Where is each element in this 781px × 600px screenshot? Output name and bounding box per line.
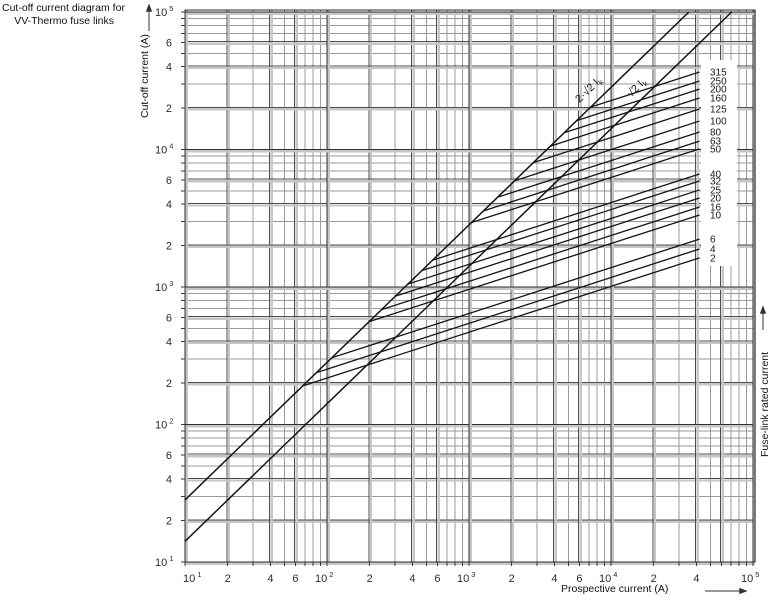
fuse-line-10 — [368, 214, 700, 323]
y-tick-10e5: 10 5 — [155, 4, 173, 19]
chart-title-line2: VV-Thermo fuse links — [14, 15, 114, 27]
reference-line-label-1: √2 Ik — [625, 75, 651, 101]
chart-title-line1: Cut-off current diagram for — [2, 2, 125, 14]
fuse-line-100 — [514, 120, 700, 182]
fuse-rating-label-2: 2 — [710, 253, 716, 264]
fuse-rating-label-50: 50 — [710, 144, 722, 155]
x-tick-2e3: 2 — [509, 573, 515, 585]
fuse-line-25 — [407, 189, 700, 285]
x-axis-label: Prospective current (A) — [561, 583, 669, 595]
fuse-line-63 — [483, 140, 700, 212]
x-tick-6e1: 6 — [292, 573, 298, 585]
y-tick-6e4: 6 — [166, 38, 172, 50]
y-tick-2e3: 2 — [166, 241, 172, 253]
x-tick-6e2: 6 — [434, 573, 440, 585]
fuse-line-20 — [395, 197, 700, 297]
fuse-rating-label-80: 80 — [710, 128, 722, 139]
y-tick-6e3: 6 — [166, 175, 172, 187]
fuse-rating-label-250: 250 — [710, 76, 727, 87]
y-tick-4e2: 4 — [166, 337, 172, 349]
fuse-rating-label-32: 32 — [710, 177, 722, 188]
reference-line-0 — [184, 11, 690, 501]
y-tick-4e1: 4 — [166, 474, 172, 486]
x-tick-6e3: 6 — [576, 573, 582, 585]
x-tick-4e3: 4 — [551, 573, 557, 585]
fuse-line-250 — [576, 80, 700, 122]
x-tick-4e1: 4 — [267, 573, 273, 585]
reference-lines — [184, 11, 733, 542]
y-tick-6e1: 6 — [166, 450, 172, 462]
fuse-rating-label-16: 16 — [710, 202, 722, 213]
fuse-rating-label-25: 25 — [710, 185, 722, 196]
y-tick-2e2: 2 — [166, 378, 172, 390]
fuse-line-16 — [381, 206, 700, 311]
fuse-rating-label-40: 40 — [710, 170, 722, 181]
fuse-line-125 — [533, 108, 700, 164]
x-tick-10e1: 10 1 — [183, 570, 201, 585]
x-tick-10e5: 10 5 — [741, 570, 759, 585]
fuse-line-200 — [563, 88, 700, 134]
fuse-rating-label-160: 160 — [710, 93, 727, 104]
fuse-rating-label-63: 63 — [710, 137, 722, 148]
x-tick-4e2: 4 — [409, 573, 415, 585]
fuse-line-50 — [471, 148, 700, 224]
y-tick-4e4: 4 — [166, 62, 172, 74]
x-tick-2e2: 2 — [367, 573, 373, 585]
y-tick-4e3: 4 — [166, 199, 172, 211]
rating-label-band — [701, 60, 737, 266]
fuse-rating-label-6: 6 — [710, 235, 716, 246]
x-tick-labels: 10 1 10 2 10 3 10 4 10 5 2 4 6 2 4 6 2 4 6 2 4 — [183, 570, 759, 585]
fuse-line-160 — [550, 97, 700, 147]
y-tick-10e4: 10 4 — [155, 142, 173, 157]
x-tick-10e2: 10 2 — [315, 570, 333, 585]
fuse-rating-label-20: 20 — [710, 193, 722, 204]
y-tick-10e1: 10 1 — [155, 554, 173, 569]
y-tick-2e1: 2 — [166, 516, 172, 528]
plot-frame — [184, 9, 756, 563]
fuse-line-40 — [432, 173, 700, 261]
y-tick-10e3: 10 3 — [155, 279, 173, 294]
x-tick-4e4: 4 — [693, 573, 699, 585]
x-tick-10e4: 10 4 — [599, 570, 617, 585]
fuse-line-32 — [421, 180, 700, 272]
fuse-line-2 — [302, 257, 700, 387]
axis-tick-marks — [181, 11, 754, 566]
y-tick-10e2: 10 2 — [155, 417, 173, 432]
x-tick-2e1: 2 — [225, 573, 231, 585]
fuse-rating-label-315: 315 — [710, 68, 727, 79]
reference-line-1 — [184, 11, 733, 542]
fuse-rating-label-200: 200 — [710, 85, 727, 96]
fuse-line-6 — [331, 238, 700, 359]
reference-line-label-0: 2·√2 Ik — [573, 74, 606, 107]
fuse-line-315 — [590, 71, 700, 108]
fuse-lines — [302, 71, 700, 387]
fuse-rating-label-4: 4 — [710, 244, 716, 255]
fuse-line-4 — [316, 248, 700, 374]
fuse-rating-label-10: 10 — [710, 210, 722, 221]
x-tick-2e4: 2 — [651, 573, 657, 585]
x-tick-10e3: 10 3 — [457, 570, 475, 585]
y-tick-6e2: 6 — [166, 313, 172, 325]
chart-title: Cut-off current diagram for VV-Thermo fu… — [2, 2, 125, 28]
fuse-rating-label-125: 125 — [710, 105, 727, 116]
fuse-rating-label-100: 100 — [710, 117, 727, 128]
axis-arrows — [145, 3, 767, 595]
fuse-line-80 — [497, 131, 700, 198]
y-tick-2e4: 2 — [166, 103, 172, 115]
